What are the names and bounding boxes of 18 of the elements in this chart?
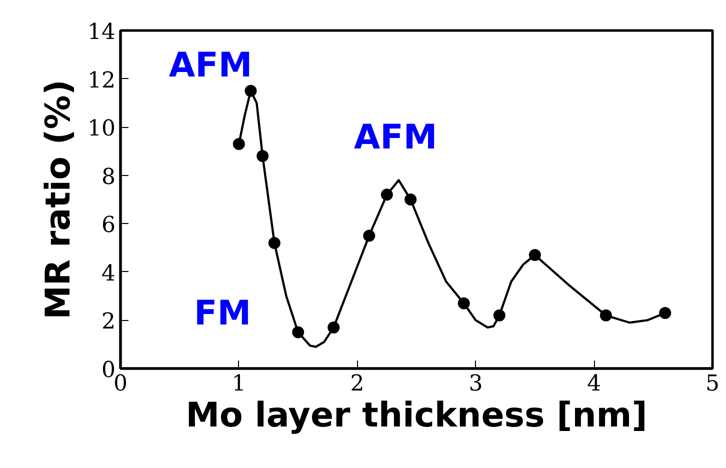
- annotation: AFM: [168, 46, 252, 86]
- x-tick-label: 3: [468, 372, 483, 396]
- y-axis-title: MR ratio (%): [38, 80, 79, 320]
- y-tick-label: 6: [102, 213, 116, 238]
- y-tick-label: 4: [102, 261, 116, 286]
- y-tick-label: 8: [102, 164, 116, 190]
- x-tick-label: 2: [350, 372, 364, 396]
- y-tick-label: 10: [88, 116, 116, 142]
- y-tick-label: 12: [88, 68, 116, 94]
- annotation: FM: [194, 294, 252, 334]
- x-tick-label: 5: [706, 372, 720, 396]
- annotation: AFM: [354, 118, 438, 158]
- x-axis-title: Mo layer thickness [nm]: [186, 396, 648, 436]
- y-tick-label: 2: [102, 310, 116, 335]
- x-tick-label: 1: [232, 372, 246, 396]
- y-tick-label: 14: [88, 20, 116, 45]
- x-tick-label: 4: [587, 372, 602, 396]
- point: [659, 306, 672, 319]
